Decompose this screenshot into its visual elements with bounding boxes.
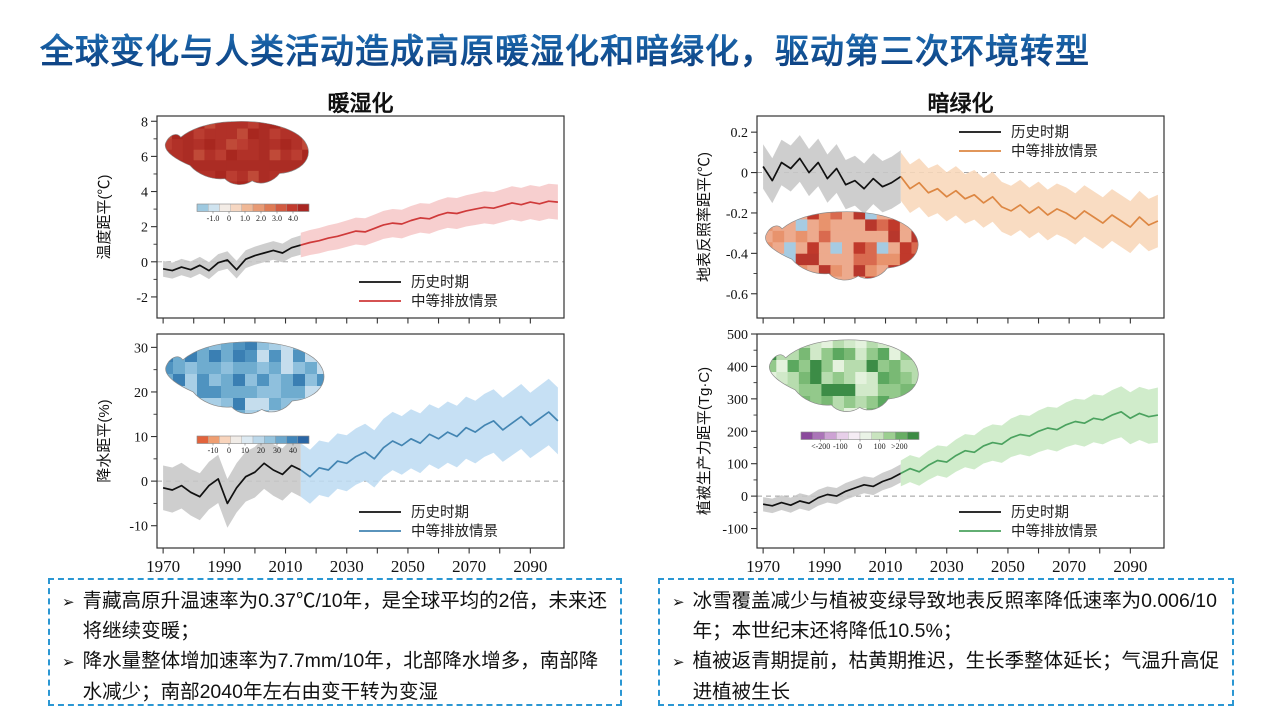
svg-text:-0.6: -0.6 (726, 288, 748, 303)
svg-text:0: 0 (141, 256, 148, 271)
svg-text:-100: -100 (833, 442, 848, 451)
svg-text:2070: 2070 (1052, 557, 1086, 576)
svg-text:1990: 1990 (807, 557, 841, 576)
column-header-dark-green: 暗绿化 (927, 91, 994, 116)
page-title: 全球变化与人类活动造成高原暖湿化和暗绿化，驱动第三次环境转型 (40, 24, 1240, 73)
chart-surface-albedo-anomaly: 0.20-0.2-0.4-0.6地表反照率距平(℃)历史时期中等排放情景<-0.… (695, 110, 1170, 407)
svg-text:2050: 2050 (391, 557, 425, 576)
svg-text:2090: 2090 (513, 557, 547, 576)
svg-text:温度距平(℃): 温度距平(℃) (96, 175, 113, 260)
note-text: 降水量整体增加速率为7.7mm/10年，北部降水增多，南部降水减少；南部2040… (82, 650, 599, 703)
svg-text:2090: 2090 (1113, 557, 1147, 576)
svg-text:6: 6 (141, 150, 148, 165)
svg-text:2.0: 2.0 (256, 214, 266, 223)
svg-text:30: 30 (134, 341, 148, 356)
svg-text:2: 2 (141, 221, 148, 236)
note-item: ➢ 冰雪覆盖减少与植被变绿导致地表反照率降低速率为0.006/10年；本世纪末还将… (670, 586, 1220, 646)
svg-text:500: 500 (727, 328, 748, 343)
chart-temperature-anomaly: 8 6 4 2 0 -2 温度距平(℃) 历史时期 中等排放情景 -1.0 0 1.0 2.0 3.0 4.… (95, 110, 570, 328)
note-text: 青藏高原升温速率为0.37℃/10年，是全球平均的2倍，未来还将继续变暖； (82, 590, 607, 643)
svg-text:-2: -2 (136, 291, 148, 306)
svg-text:-10: -10 (129, 520, 148, 535)
svg-text:历史时期: 历史时期 (411, 504, 469, 521)
svg-text:历史时期: 历史时期 (1011, 504, 1069, 521)
bullet-arrow-icon: ➢ (672, 594, 685, 611)
note-text: 植被返青期提前，枯黄期推迟，生长季整体延长；气温升高促进植被生长 (692, 650, 1220, 703)
bullet-arrow-icon: ➢ (62, 654, 75, 672)
svg-text:地表反照率距平(℃): 地表反照率距平(℃) (696, 152, 713, 282)
svg-text:1.0: 1.0 (240, 214, 250, 223)
note-item: ➢ 青藏高原升温速率为0.37℃/10年，是全球平均的2倍，未来还将继续变暖； (60, 586, 608, 646)
svg-text:1990: 1990 (207, 557, 241, 576)
note-item: ➢ 植被返青期提前，枯黄期推迟，生长季整体延长；气温升高促进植被生长 (670, 646, 1220, 706)
svg-text:植被生产力距平(Tg·C): 植被生产力距平(Tg·C) (696, 367, 713, 515)
svg-text:40: 40 (289, 446, 297, 455)
svg-text:中等排放情景: 中等排放情景 (411, 522, 498, 540)
svg-text:0: 0 (741, 167, 748, 182)
svg-text:2010: 2010 (869, 557, 903, 576)
svg-text:历史时期: 历史时期 (411, 274, 469, 291)
notes-box-dark-green: ➢ 冰雪覆盖减少与植被变绿导致地表反照率降低速率为0.006/10年；本世纪末还将… (658, 578, 1234, 706)
svg-text:-10: -10 (208, 446, 219, 455)
svg-text:-0.4: -0.4 (726, 247, 748, 262)
svg-text:中等排放情景: 中等排放情景 (1011, 522, 1098, 540)
svg-text:8: 8 (141, 115, 148, 130)
svg-text:0: 0 (227, 446, 231, 455)
svg-text:10: 10 (134, 431, 148, 446)
svg-text:-0.2: -0.2 (726, 207, 748, 222)
svg-text:2010: 2010 (269, 557, 303, 576)
svg-text:10: 10 (241, 446, 249, 455)
svg-text:-1.0: -1.0 (207, 214, 220, 223)
svg-text:300: 300 (727, 393, 748, 408)
svg-text:中等排放情景: 中等排放情景 (411, 292, 498, 310)
svg-text:-100: -100 (722, 523, 748, 538)
svg-text:0: 0 (858, 442, 862, 451)
svg-text:2030: 2030 (930, 557, 964, 576)
svg-text:0: 0 (227, 214, 231, 223)
svg-text:2050: 2050 (991, 557, 1025, 576)
svg-text:100: 100 (727, 458, 748, 473)
svg-text:3.0: 3.0 (272, 214, 282, 223)
svg-text:0.2: 0.2 (731, 126, 749, 141)
chart-precipitation-anomaly: 30 20 10 0 -10 1970 1990 2010 2030 2050 2070 2090 降水… (95, 328, 570, 580)
svg-text:历史时期: 历史时期 (1011, 124, 1069, 141)
svg-text:1970: 1970 (146, 557, 180, 576)
svg-text:<-200: <-200 (811, 442, 830, 451)
bullet-arrow-icon: ➢ (62, 594, 75, 611)
svg-text:2030: 2030 (330, 557, 364, 576)
svg-text:4: 4 (141, 186, 148, 201)
svg-text:0: 0 (141, 475, 148, 490)
svg-text:400: 400 (727, 360, 748, 375)
svg-text:1970: 1970 (746, 557, 780, 576)
svg-text:20: 20 (257, 446, 265, 455)
svg-text:200: 200 (727, 425, 748, 440)
notes-box-warm-wet: ➢ 青藏高原升温速率为0.37℃/10年，是全球平均的2倍，未来还将继续变暖； ➢ 降… (48, 578, 622, 706)
svg-text:0: 0 (741, 490, 748, 505)
svg-text:4.0: 4.0 (288, 214, 298, 223)
bullet-arrow-icon: ➢ (672, 654, 685, 672)
note-text: 冰雪覆盖减少与植被变绿导致地表反照率降低速率为0.006/10年；本世纪末还将降… (692, 590, 1217, 643)
svg-text:30: 30 (273, 446, 281, 455)
chart-vegetation-productivity-anomaly: 500 400 300 200 100 0 -100 1970 1990 2010 2030 2050… (695, 328, 1170, 580)
svg-text:100: 100 (874, 442, 886, 451)
svg-text:中等排放情景: 中等排放情景 (1011, 142, 1098, 160)
svg-text:2070: 2070 (452, 557, 486, 576)
note-item: ➢ 降水量整体增加速率为7.7mm/10年，北部降水增多，南部降水减少；南部204… (60, 646, 608, 706)
svg-text:20: 20 (134, 386, 148, 401)
column-header-warm-wet: 暖湿化 (327, 91, 394, 116)
svg-text:降水距平(%): 降水距平(%) (96, 399, 113, 482)
svg-text:>200: >200 (891, 442, 908, 451)
